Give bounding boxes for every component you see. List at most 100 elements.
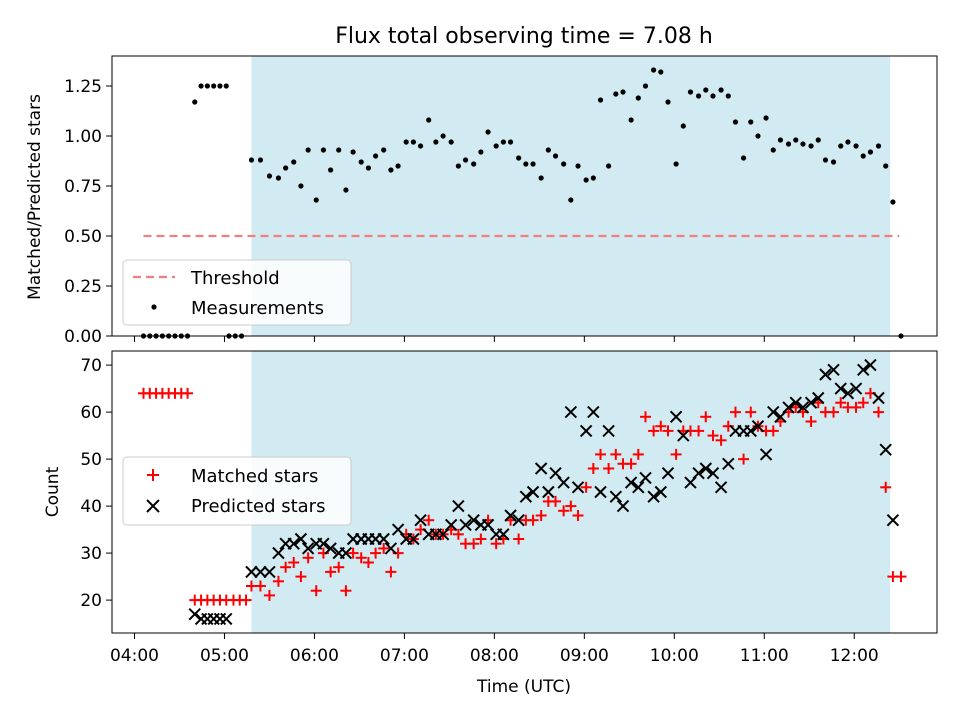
measurement-point xyxy=(718,87,724,93)
predicted-star-point xyxy=(317,537,330,550)
matched-star-point xyxy=(587,463,599,474)
predicted-star-point xyxy=(571,481,585,494)
measurement-point xyxy=(291,159,297,165)
predicted-star-point xyxy=(287,537,300,550)
matched-star-point xyxy=(873,406,885,418)
measurement-point xyxy=(523,161,529,167)
predicted-star-point xyxy=(714,481,728,494)
measurement-point xyxy=(305,147,311,153)
predicted-star-point xyxy=(301,542,315,555)
measurement-point xyxy=(575,163,581,169)
predicted-star-point xyxy=(879,443,892,456)
measurement-point xyxy=(248,157,255,163)
matched-star-point xyxy=(182,387,194,399)
measurement-point xyxy=(590,175,596,181)
matched-star-point xyxy=(655,420,667,432)
measurement-point xyxy=(755,133,761,139)
measurement-point xyxy=(204,83,210,89)
measurement-point xyxy=(815,137,821,143)
measurement-point xyxy=(793,137,799,143)
top-axes-frame xyxy=(111,55,938,337)
measurement-point xyxy=(257,157,264,163)
measurement-point xyxy=(777,137,784,143)
matched-star-point xyxy=(295,571,307,583)
predicted-star-point xyxy=(377,532,390,546)
matched-star-point xyxy=(340,585,352,597)
bottom-x-tick-label: 05:00 xyxy=(200,646,249,666)
matched-star-point xyxy=(558,505,570,517)
predicted-star-point xyxy=(767,405,780,419)
predicted-star-point xyxy=(647,490,660,503)
top-y-tick-label: 0.75 xyxy=(64,177,102,197)
measurement-point xyxy=(448,139,454,145)
matched-star-point xyxy=(370,547,382,559)
matched-star-point xyxy=(475,533,487,545)
legend-measurements-label: Measurements xyxy=(191,298,324,319)
predicted-star-point xyxy=(504,509,517,522)
matched-star-point xyxy=(603,463,615,474)
bottom-legend-box xyxy=(122,456,352,526)
predicted-star-point xyxy=(245,565,258,579)
matched-star-point xyxy=(378,542,390,554)
matched-star-point xyxy=(670,448,682,460)
predicted-star-point xyxy=(609,490,623,503)
measurement-point xyxy=(471,161,477,167)
measurement-point xyxy=(853,143,859,149)
measurement-point xyxy=(320,147,327,153)
predicted-star-point xyxy=(722,457,735,471)
matched-star-point xyxy=(828,406,840,418)
measurements-series xyxy=(140,67,904,339)
legend-measurements-swatch xyxy=(151,304,157,310)
predicted-star-point xyxy=(759,448,773,461)
measurement-point xyxy=(703,87,709,93)
predicted-star-point xyxy=(616,499,630,513)
measurement-point xyxy=(687,89,694,95)
bottom-x-tick-label: 10:00 xyxy=(650,646,699,666)
matched-star-point xyxy=(272,575,284,587)
predicted-stars-series xyxy=(188,358,900,626)
top-panel: Flux total observing time = 7.08 h 0.000… xyxy=(25,24,938,347)
measurement-point xyxy=(725,93,731,99)
matched-star-point xyxy=(452,528,464,540)
predicted-star-point xyxy=(744,424,757,438)
measurement-point xyxy=(628,117,634,123)
legend-matched-swatch xyxy=(147,469,159,481)
predicted-star-point xyxy=(534,462,548,475)
matched-star-point xyxy=(263,589,275,601)
measurement-point xyxy=(538,175,544,181)
measurement-point xyxy=(808,143,814,149)
measurement-point xyxy=(845,139,851,145)
bottom-x-tick-label: 11:00 xyxy=(740,646,789,666)
predicted-star-point xyxy=(654,485,668,499)
matched-star-point xyxy=(648,425,660,437)
measurement-point xyxy=(763,115,769,121)
measurement-point xyxy=(373,153,379,159)
measurement-point xyxy=(732,119,739,125)
matched-star-point xyxy=(565,500,577,512)
measurement-point xyxy=(673,161,679,167)
matched-star-point xyxy=(707,430,719,442)
matched-star-point xyxy=(625,458,637,470)
measurement-point xyxy=(740,155,747,161)
matched-star-point xyxy=(572,510,584,521)
measurement-point xyxy=(500,139,506,145)
bottom-legend: Matched stars Predicted stars xyxy=(122,456,352,526)
predicted-star-point xyxy=(594,485,607,499)
measurement-point xyxy=(388,167,394,173)
predicted-star-point xyxy=(526,485,540,499)
top-shaded-span xyxy=(251,56,891,336)
measurement-point xyxy=(867,149,874,155)
matched-star-point xyxy=(423,514,435,526)
predicted-star-point xyxy=(602,424,615,438)
measurement-point xyxy=(516,155,522,161)
predicted-star-point xyxy=(819,368,832,381)
predicted-star-point xyxy=(632,481,645,494)
matched-star-point xyxy=(632,448,644,460)
predicted-star-point xyxy=(263,565,276,579)
predicted-star-point xyxy=(624,476,638,489)
measurement-point xyxy=(350,149,356,155)
predicted-star-point xyxy=(414,513,427,527)
measurement-point xyxy=(620,89,626,95)
predicted-star-point xyxy=(782,401,795,414)
matched-star-point xyxy=(288,557,300,568)
